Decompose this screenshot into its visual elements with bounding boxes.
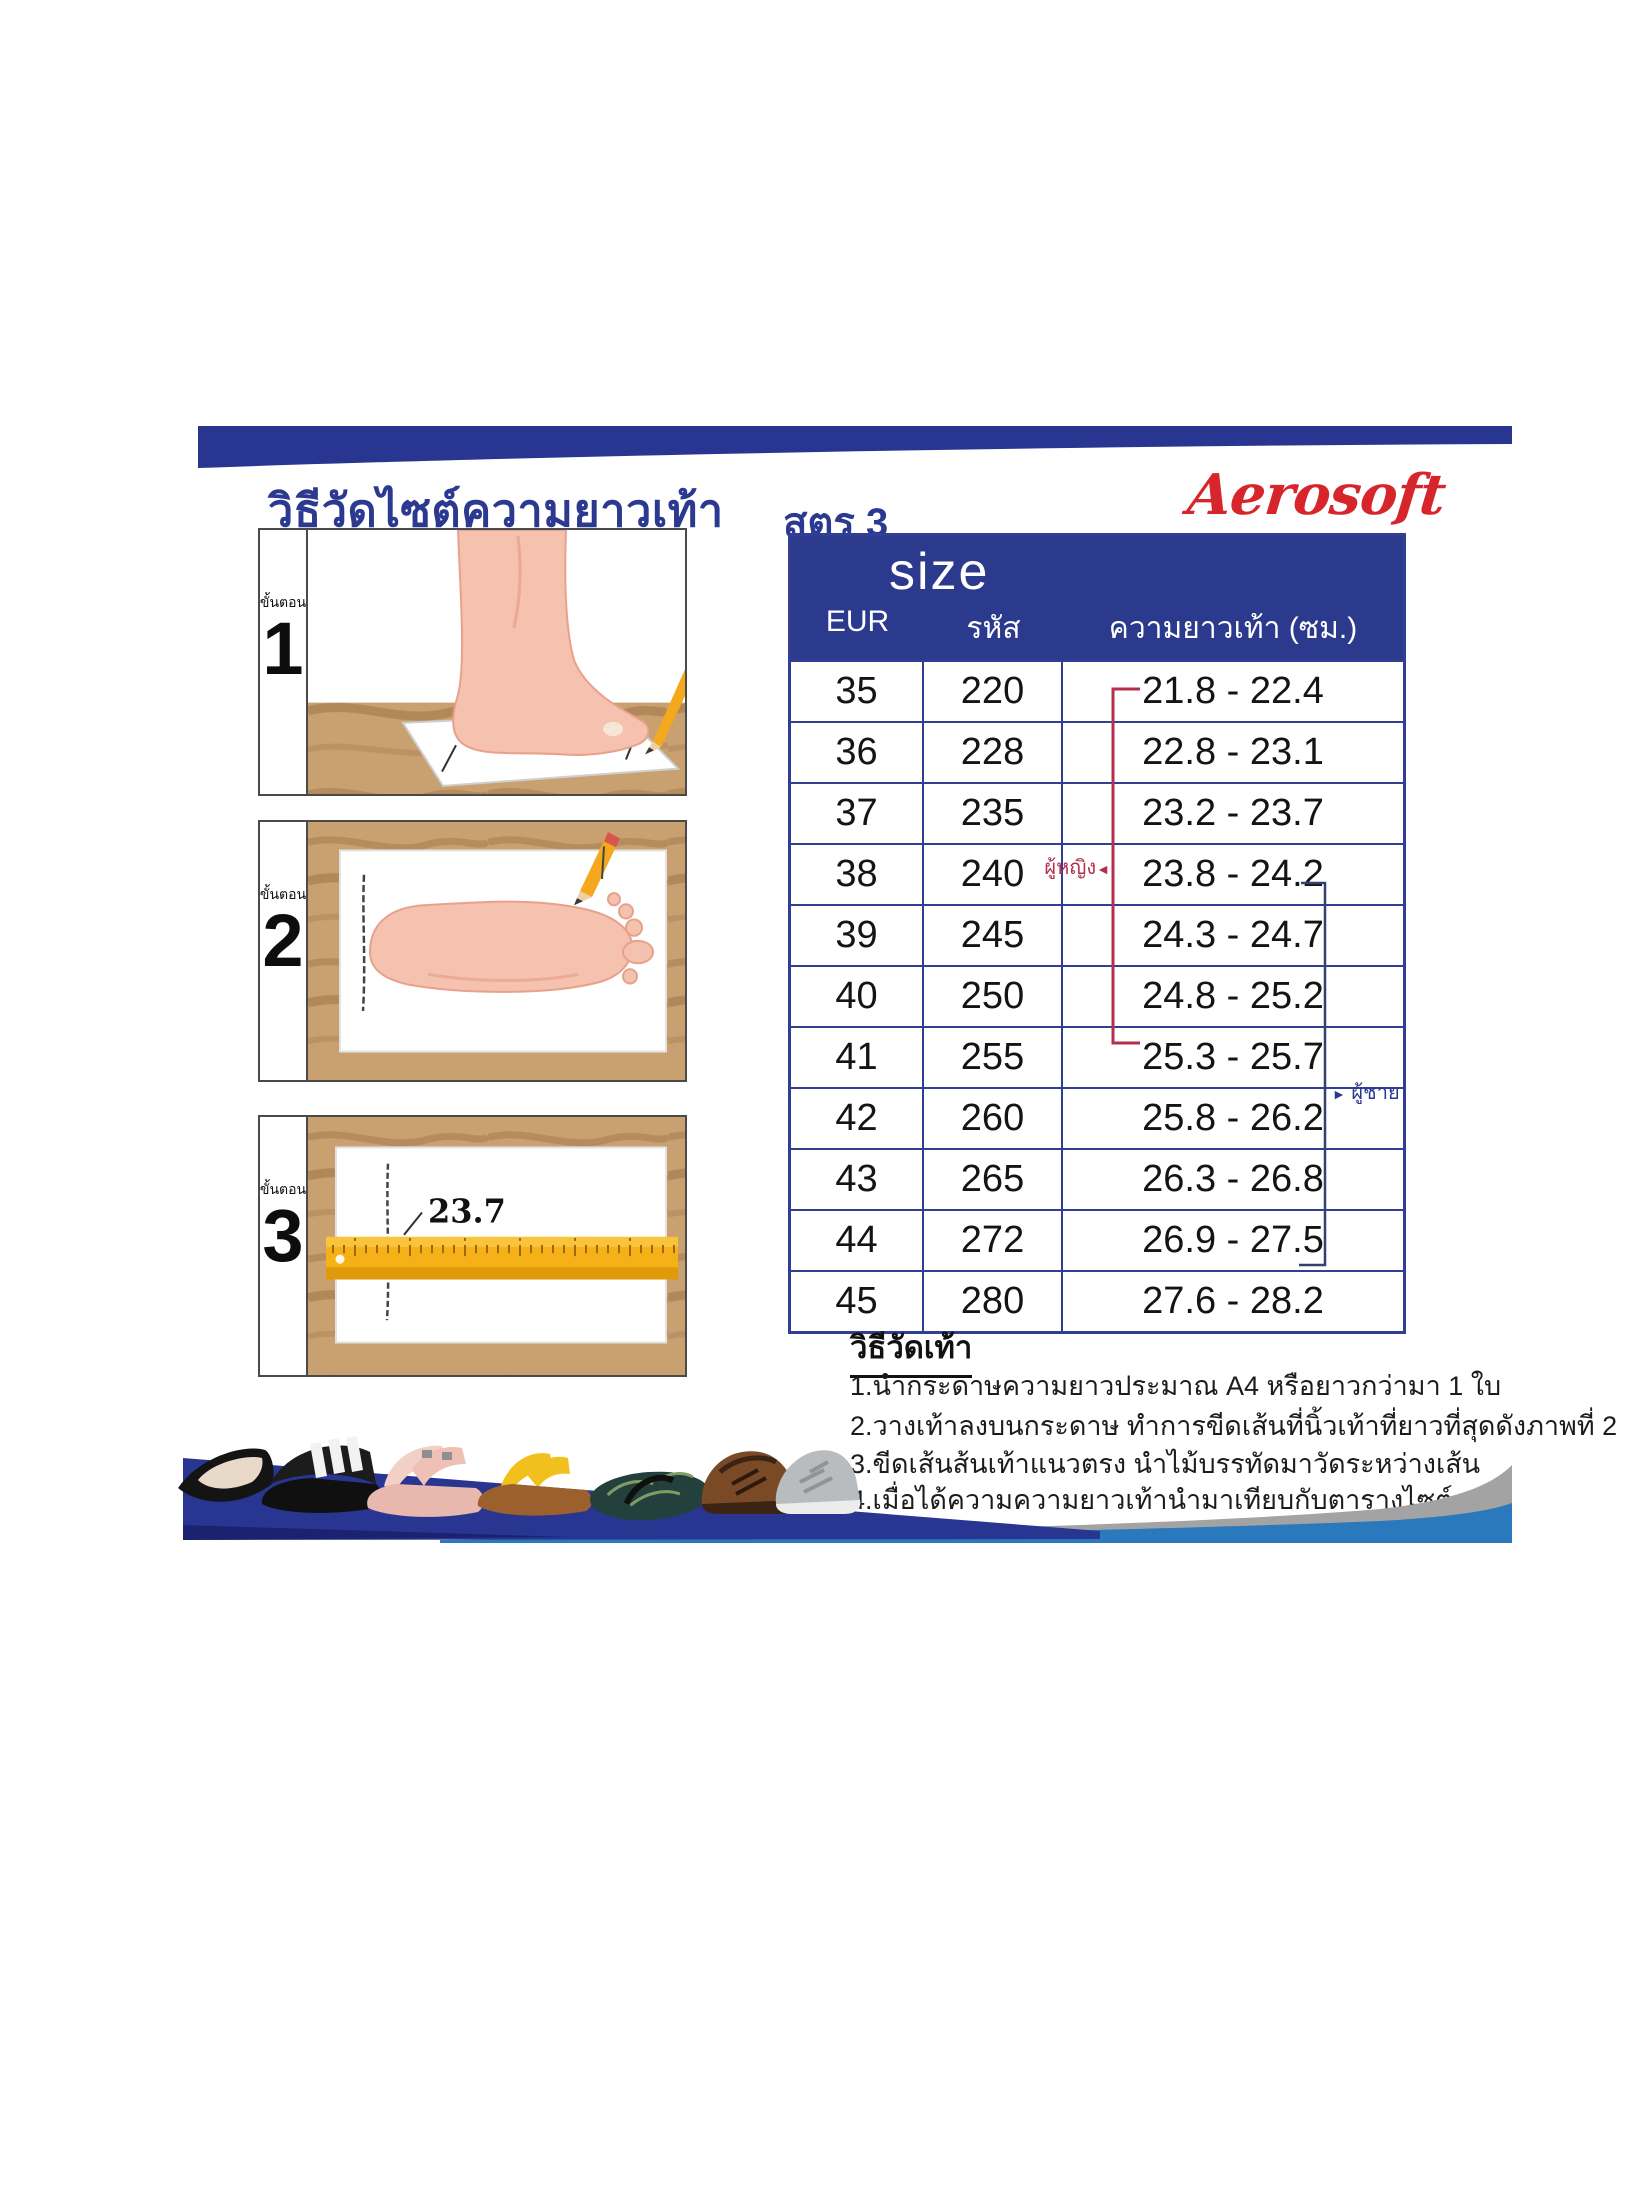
cell-footlength: 24.3 - 24.7 bbox=[1142, 914, 1324, 956]
men-arrow-icon: ► bbox=[1332, 1086, 1346, 1102]
size-table: size EUR รหัส ความยาวเท้า (ซม.) 35 220 21.… bbox=[788, 533, 1406, 1334]
step2-illustration bbox=[308, 822, 685, 1080]
step2-label: ขั้นตอน 2 bbox=[260, 822, 308, 1080]
cell-eur: 38 bbox=[791, 845, 924, 904]
cell-footlength: 26.3 - 26.8 bbox=[1142, 1158, 1324, 1200]
top-banner-stripe bbox=[198, 426, 1512, 468]
step3-number: 3 bbox=[262, 1194, 304, 1277]
cell-code: 265 bbox=[924, 1150, 1063, 1209]
step-panel-1: ขั้นตอน 1 bbox=[258, 528, 687, 796]
cell-eur: 36 bbox=[791, 723, 924, 782]
table-row: 39 245 24.3 - 24.7 bbox=[791, 904, 1403, 965]
cell-footlength: 24.8 - 25.2 bbox=[1142, 975, 1324, 1017]
cell-code: 240 bbox=[924, 845, 1063, 904]
col-header-eur: EUR bbox=[825, 605, 890, 638]
cell-eur: 42 bbox=[791, 1089, 924, 1148]
step-word: ขั้นตอน bbox=[259, 594, 307, 610]
page-title: วิธีวัดไซต์ความยาวเท้า bbox=[268, 485, 724, 536]
cell-code: 228 bbox=[924, 723, 1063, 782]
cell-footlength: 25.8 - 26.2 bbox=[1142, 1097, 1324, 1139]
cell-footlength: 23.8 - 24.2 bbox=[1142, 853, 1324, 895]
cell-code: 220 bbox=[924, 662, 1063, 721]
cell-footlength: 26.9 - 27.5 bbox=[1142, 1219, 1324, 1261]
cell-code: 235 bbox=[924, 784, 1063, 843]
instruction-line-2: 2.วางเท้าลงบนกระดาษ ทำการขีดเส้นที่นิ้วเ… bbox=[850, 1411, 1618, 1441]
step3-label: ขั้นตอน 3 bbox=[260, 1117, 308, 1375]
step1-number: 1 bbox=[262, 607, 304, 690]
step-word: ขั้นตอน bbox=[259, 886, 307, 902]
table-row: 35 220 21.8 - 22.4 bbox=[791, 660, 1403, 721]
col-header-code: รหัส bbox=[966, 612, 1021, 645]
cell-footlength: 23.2 - 23.7 bbox=[1142, 792, 1324, 834]
table-row: 40 250 24.8 - 25.2 bbox=[791, 965, 1403, 1026]
table-row: 42 260 25.8 - 26.2 bbox=[791, 1087, 1403, 1148]
cell-code: 280 bbox=[924, 1272, 1063, 1331]
cell-eur: 44 bbox=[791, 1211, 924, 1270]
cell-footlength: 27.6 - 28.2 bbox=[1142, 1280, 1324, 1322]
women-arrow-icon: ◄ bbox=[1096, 861, 1110, 877]
size-table-header: size EUR รหัส ความยาวเท้า (ซม.) bbox=[791, 536, 1403, 660]
cell-code: 245 bbox=[924, 906, 1063, 965]
size-word: size bbox=[889, 543, 990, 601]
step1-illustration bbox=[308, 530, 685, 794]
cell-eur: 35 bbox=[791, 662, 924, 721]
cell-eur: 39 bbox=[791, 906, 924, 965]
shoes-image bbox=[178, 1436, 861, 1521]
cell-eur: 40 bbox=[791, 967, 924, 1026]
step-panel-2: ขั้นตอน 2 bbox=[258, 820, 687, 1082]
cell-eur: 43 bbox=[791, 1150, 924, 1209]
table-row: 45 280 27.6 - 28.2 bbox=[791, 1270, 1403, 1331]
cell-footlength: 22.8 - 23.1 bbox=[1142, 731, 1324, 773]
cell-eur: 37 bbox=[791, 784, 924, 843]
table-row: 38 240 23.8 - 24.2 bbox=[791, 843, 1403, 904]
ruler-value-label: 23.7 bbox=[428, 1192, 506, 1230]
table-row: 37 235 23.2 - 23.7 bbox=[791, 782, 1403, 843]
men-range-label: ► ผู้ชาย bbox=[1332, 1082, 1400, 1104]
table-row: 41 255 25.3 - 25.7 bbox=[791, 1026, 1403, 1087]
cell-eur: 45 bbox=[791, 1272, 924, 1331]
table-row: 44 272 26.9 - 27.5 bbox=[791, 1209, 1403, 1270]
cell-eur: 41 bbox=[791, 1028, 924, 1087]
cell-code: 272 bbox=[924, 1211, 1063, 1270]
col-header-footlength: ความยาวเท้า (ซม.) bbox=[1108, 612, 1358, 645]
table-row: 43 265 26.3 - 26.8 bbox=[791, 1148, 1403, 1209]
brand-logo: Aerosoft bbox=[1184, 462, 1449, 528]
cell-code: 260 bbox=[924, 1089, 1063, 1148]
instruction-line-4: 4.เมื่อได้ความความยาวเท้านำมาเทียบกับตาร… bbox=[850, 1485, 1453, 1515]
step-word: ขั้นตอน bbox=[259, 1181, 307, 1197]
instruction-line-3: 3.ขีดเส้นส้นเท้าแนวตรง นำไม้บรรทัดมาวัดร… bbox=[850, 1449, 1481, 1479]
cell-footlength: 25.3 - 25.7 bbox=[1142, 1036, 1324, 1078]
cell-code: 255 bbox=[924, 1028, 1063, 1087]
size-table-body: 35 220 21.8 - 22.4 36 228 22.8 - 23.1 37 235 23.… bbox=[791, 660, 1403, 1331]
step2-number: 2 bbox=[262, 899, 304, 982]
instruction-line-1: 1.นำกระดาษความยาวประมาณ A4 หรือยาวกว่ามา… bbox=[850, 1371, 1502, 1401]
step3-illustration: 23.7 bbox=[308, 1117, 685, 1375]
step-panel-3: ขั้นตอน 3 bbox=[258, 1115, 687, 1377]
instructions-heading: วิธีวัดเท้า bbox=[850, 1322, 973, 1378]
cell-code: 250 bbox=[924, 967, 1063, 1026]
cell-footlength: 21.8 - 22.4 bbox=[1142, 670, 1324, 712]
women-range-label: ผู้หญิง◄ bbox=[1044, 857, 1110, 879]
table-row: 36 228 22.8 - 23.1 bbox=[791, 721, 1403, 782]
step1-label: ขั้นตอน 1 bbox=[260, 530, 308, 794]
